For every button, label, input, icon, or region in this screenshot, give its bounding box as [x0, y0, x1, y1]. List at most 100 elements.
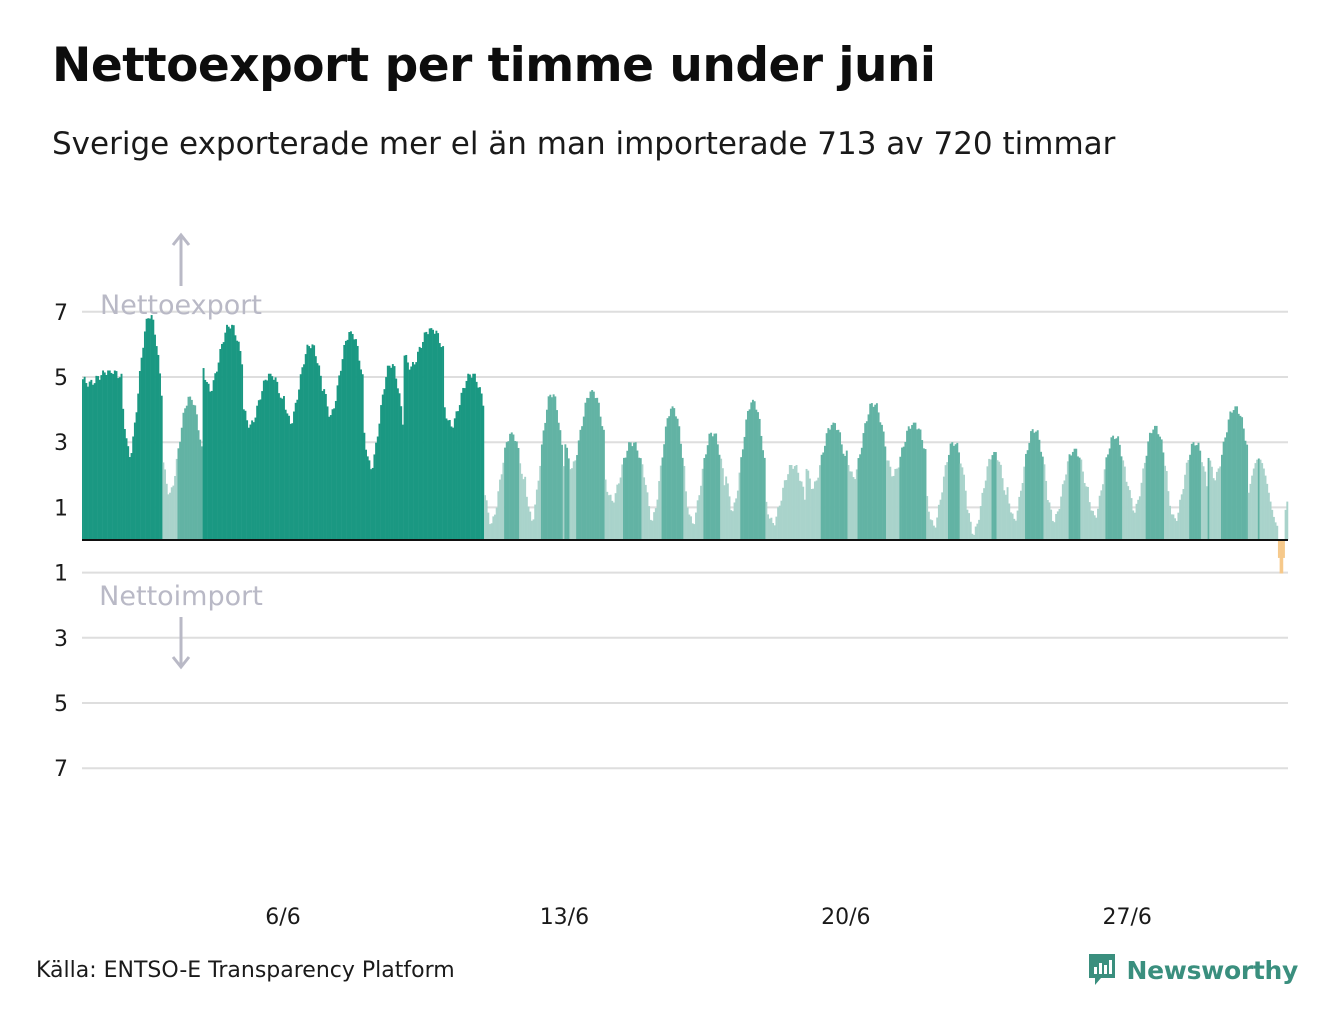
hour-bar [1197, 442, 1200, 540]
hour-bar [448, 419, 451, 540]
hour-bar [514, 441, 517, 540]
hour-bar [860, 447, 863, 540]
hour-bar [425, 331, 428, 540]
hour-bar [1282, 540, 1285, 558]
hour-bar [607, 495, 610, 540]
x-tick-label: 13/6 [540, 905, 589, 930]
hour-bar [611, 500, 614, 540]
hour-bar [383, 389, 386, 540]
export-direction-label: Nettoexport [100, 290, 262, 321]
hour-bar [443, 407, 446, 540]
hour-bar [1172, 514, 1175, 540]
hour-bar [219, 348, 222, 540]
hour-bar [470, 377, 473, 540]
hour-bar [708, 433, 711, 540]
hour-bar [283, 396, 285, 540]
hour-bar [500, 474, 503, 540]
hour-bar [380, 405, 383, 540]
hour-bar [941, 492, 944, 540]
hour-bar [788, 465, 791, 540]
hour-bar [177, 448, 180, 540]
hour-bar [991, 455, 994, 540]
hour-bar [741, 449, 744, 540]
hour-bar [1120, 456, 1123, 540]
hour-bar [1107, 454, 1110, 540]
hour-bar [440, 347, 443, 540]
hour-bar [1112, 435, 1115, 540]
hour-bar [951, 442, 954, 540]
hour-bar [685, 491, 687, 540]
hour-bar [432, 329, 434, 540]
hour-bar [586, 397, 589, 540]
brand-logo[interactable]: Newsworthy [1087, 952, 1298, 988]
hour-bar [921, 440, 924, 540]
hour-bar [420, 347, 423, 540]
hour-bar [844, 455, 847, 540]
hour-bar [829, 429, 831, 540]
hour-bar [331, 409, 334, 540]
hour-bar [787, 474, 790, 540]
hour-bar [1011, 513, 1014, 540]
hour-bar [1050, 509, 1053, 540]
hour-bar [715, 433, 718, 540]
hour-bar [746, 410, 749, 540]
hour-bar [906, 430, 909, 540]
export-arrow-icon [171, 232, 191, 246]
hour-bar [875, 403, 878, 540]
hour-bar [1147, 441, 1150, 540]
hour-bar [130, 453, 133, 540]
hour-bar [1087, 486, 1089, 540]
hour-bar [256, 405, 259, 540]
hour-bar [346, 339, 349, 540]
hour-bar [527, 506, 530, 540]
hour-bar [891, 476, 893, 540]
hour-bar [539, 465, 542, 540]
hour-bar [1043, 464, 1046, 540]
hour-bar [674, 416, 677, 540]
hour-bar [1098, 495, 1101, 540]
hour-bar [482, 405, 485, 540]
hour-bar [351, 333, 354, 540]
hour-bar [817, 477, 820, 540]
hour-bar [221, 343, 223, 540]
hour-bar [981, 492, 984, 540]
hour-bar [1182, 488, 1185, 540]
hour-bar [557, 422, 560, 540]
hour-bar [344, 340, 347, 540]
hour-bar [267, 373, 270, 540]
hour-bar [236, 340, 239, 540]
hour-bar [112, 374, 115, 540]
hour-bar [1045, 480, 1048, 540]
hour-bar [819, 465, 821, 540]
hour-bar [289, 423, 292, 540]
hour-bar [1092, 510, 1094, 540]
hour-bar [1207, 457, 1210, 540]
hour-bar [865, 421, 868, 540]
y-tick-label: 7 [54, 301, 68, 326]
hour-bar [507, 441, 510, 540]
hour-bar [832, 422, 835, 540]
hour-bar [755, 409, 758, 540]
hour-bar [1217, 468, 1220, 540]
hour-bar [475, 381, 478, 540]
hour-bar [505, 442, 508, 540]
hour-bar [733, 502, 736, 540]
hour-bar [390, 367, 393, 540]
hour-bar [942, 476, 945, 540]
hour-bar [993, 451, 996, 540]
hour-bar [596, 397, 599, 540]
hour-bar [244, 410, 247, 540]
hour-bar [996, 460, 999, 540]
hour-bar [484, 495, 486, 540]
hour-bar [284, 409, 287, 540]
hour-bar [1152, 429, 1155, 540]
hour-bar [1018, 496, 1021, 540]
hour-bar [956, 442, 959, 540]
hour-bar [393, 366, 396, 540]
hour-bar [1266, 483, 1269, 540]
y-tick-labels: 7 5 3 1 1 3 5 7 [54, 301, 68, 782]
hour-bar [1100, 490, 1103, 540]
hour-bar [592, 391, 595, 540]
hour-bar [184, 408, 187, 540]
hour-bar [1286, 501, 1289, 540]
